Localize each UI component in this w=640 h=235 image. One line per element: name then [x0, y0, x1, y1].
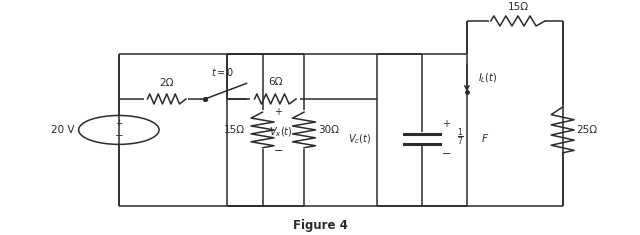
Text: 6Ω: 6Ω	[268, 77, 282, 87]
Text: $I_L(t)$: $I_L(t)$	[478, 71, 498, 85]
Text: $F$: $F$	[481, 132, 489, 144]
Text: $\frac{1}{7}$: $\frac{1}{7}$	[458, 126, 464, 148]
Text: $V_x(t)$: $V_x(t)$	[269, 125, 292, 139]
Text: +: +	[115, 119, 123, 128]
Text: 30Ω: 30Ω	[318, 125, 339, 135]
Text: $t = 0$: $t = 0$	[211, 66, 235, 78]
Text: −: −	[115, 131, 124, 141]
Text: 15Ω: 15Ω	[508, 2, 529, 12]
Text: $V_{c}(t)$: $V_{c}(t)$	[348, 132, 371, 146]
Text: −: −	[442, 149, 451, 159]
Text: 25Ω: 25Ω	[577, 125, 598, 135]
Text: +: +	[442, 119, 451, 129]
Text: 2Ω: 2Ω	[159, 78, 174, 88]
Text: −: −	[274, 145, 283, 156]
Text: +: +	[275, 107, 282, 117]
Text: 15Ω: 15Ω	[223, 125, 244, 135]
Text: Figure 4: Figure 4	[292, 219, 348, 232]
Text: 20 V: 20 V	[51, 125, 74, 135]
